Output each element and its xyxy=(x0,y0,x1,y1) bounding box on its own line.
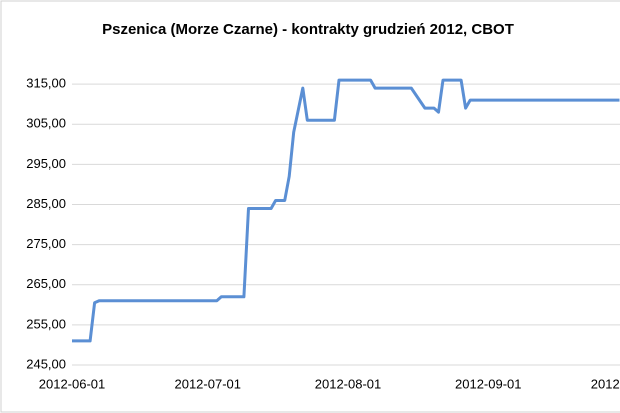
x-tick-label: 2012-10-01 xyxy=(591,376,620,391)
y-tick-label: 245,00 xyxy=(26,356,66,371)
y-tick-label: 305,00 xyxy=(26,116,66,131)
x-tick-label: 2012-06-01 xyxy=(39,376,106,391)
chart-title: Pszenica (Morze Czarne) - kontrakty grud… xyxy=(102,21,514,38)
y-tick-label: 285,00 xyxy=(26,196,66,211)
x-tick-label: 2012-08-01 xyxy=(315,376,382,391)
y-tick-label: 265,00 xyxy=(26,276,66,291)
y-tick-label: 315,00 xyxy=(26,76,66,91)
x-tick-label: 2012-09-01 xyxy=(455,376,522,391)
y-tick-label: 275,00 xyxy=(26,236,66,251)
y-tick-label: 295,00 xyxy=(26,156,66,171)
x-tick-label: 2012-07-01 xyxy=(174,376,241,391)
data-line xyxy=(72,78,620,343)
y-tick-label: 255,00 xyxy=(26,316,66,331)
